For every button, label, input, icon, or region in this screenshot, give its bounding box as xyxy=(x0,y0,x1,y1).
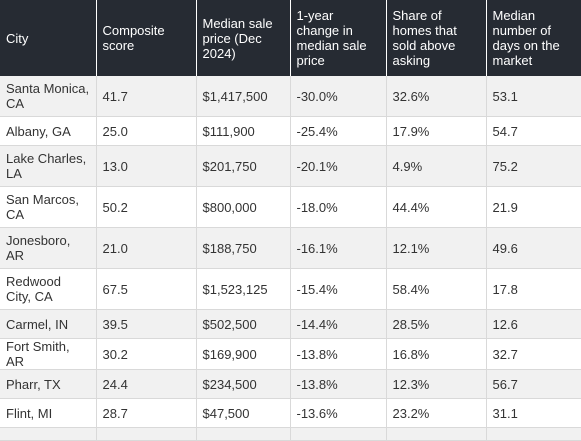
cell-composite-score: 21.0 xyxy=(96,227,197,269)
cell-above-asking: 4.9% xyxy=(386,145,487,187)
cell-median-sale-price: $234,500 xyxy=(196,369,291,399)
cell-median-sale-price: $800,000 xyxy=(196,186,291,228)
cell-city: Pharr, TX xyxy=(0,369,97,399)
cell-above-asking: 32.6% xyxy=(386,76,487,117)
cell-price-change: -13.8% xyxy=(290,338,387,370)
cell-median-sale-price: $188,750 xyxy=(196,227,291,269)
cell-city: Redwood City, CA xyxy=(0,268,97,310)
table-row: Lake Charles, LA 13.0 $201,750 -20.1% 4.… xyxy=(0,145,581,187)
cell-composite-score: 67.5 xyxy=(96,268,197,310)
cell-above-asking: 12.3% xyxy=(386,369,487,399)
table-row-partial xyxy=(0,427,581,441)
cell-days-on-market: 17.8 xyxy=(486,268,581,310)
table-row: Pharr, TX 24.4 $234,500 -13.8% 12.3% 56.… xyxy=(0,369,581,399)
cell-empty xyxy=(196,427,291,441)
cell-days-on-market: 53.1 xyxy=(486,76,581,117)
cell-above-asking: 28.5% xyxy=(386,309,487,339)
cell-days-on-market: 32.7 xyxy=(486,338,581,370)
cell-empty xyxy=(0,427,97,441)
cell-days-on-market: 49.6 xyxy=(486,227,581,269)
cell-empty xyxy=(290,427,387,441)
cell-median-sale-price: $47,500 xyxy=(196,398,291,428)
column-header-above-asking: Share of homes that sold above asking xyxy=(386,0,487,76)
cell-composite-score: 41.7 xyxy=(96,76,197,117)
table-row: Jonesboro, AR 21.0 $188,750 -16.1% 12.1%… xyxy=(0,227,581,269)
cell-days-on-market: 75.2 xyxy=(486,145,581,187)
cell-city: Lake Charles, LA xyxy=(0,145,97,187)
cell-days-on-market: 56.7 xyxy=(486,369,581,399)
cell-above-asking: 44.4% xyxy=(386,186,487,228)
cell-median-sale-price: $1,417,500 xyxy=(196,76,291,117)
cell-median-sale-price: $1,523,125 xyxy=(196,268,291,310)
table-row: Redwood City, CA 67.5 $1,523,125 -15.4% … xyxy=(0,268,581,310)
cell-city: Flint, MI xyxy=(0,398,97,428)
cell-price-change: -30.0% xyxy=(290,76,387,117)
table-row: Flint, MI 28.7 $47,500 -13.6% 23.2% 31.1 xyxy=(0,398,581,428)
table-row: Albany, GA 25.0 $111,900 -25.4% 17.9% 54… xyxy=(0,116,581,146)
cell-days-on-market: 31.1 xyxy=(486,398,581,428)
cell-composite-score: 28.7 xyxy=(96,398,197,428)
cell-price-change: -14.4% xyxy=(290,309,387,339)
cell-median-sale-price: $201,750 xyxy=(196,145,291,187)
cell-composite-score: 24.4 xyxy=(96,369,197,399)
column-header-city: City xyxy=(0,0,97,76)
cell-price-change: -25.4% xyxy=(290,116,387,146)
cell-composite-score: 25.0 xyxy=(96,116,197,146)
cell-city: Carmel, IN xyxy=(0,309,97,339)
cell-median-sale-price: $111,900 xyxy=(196,116,291,146)
cell-composite-score: 30.2 xyxy=(96,338,197,370)
cell-empty xyxy=(386,427,487,441)
cell-composite-score: 39.5 xyxy=(96,309,197,339)
table-header: City Composite score Median sale price (… xyxy=(0,0,581,76)
cell-city: Fort Smith, AR xyxy=(0,338,97,370)
cell-above-asking: 16.8% xyxy=(386,338,487,370)
cell-price-change: -15.4% xyxy=(290,268,387,310)
cell-price-change: -13.8% xyxy=(290,369,387,399)
cell-empty xyxy=(96,427,197,441)
column-header-composite-score: Composite score xyxy=(96,0,197,76)
cell-above-asking: 12.1% xyxy=(386,227,487,269)
table-row: Santa Monica, CA 41.7 $1,417,500 -30.0% … xyxy=(0,76,581,117)
cell-price-change: -13.6% xyxy=(290,398,387,428)
table-row: San Marcos, CA 50.2 $800,000 -18.0% 44.4… xyxy=(0,186,581,228)
cell-price-change: -20.1% xyxy=(290,145,387,187)
cell-composite-score: 13.0 xyxy=(96,145,197,187)
table-row: Fort Smith, AR 30.2 $169,900 -13.8% 16.8… xyxy=(0,338,581,370)
cell-above-asking: 23.2% xyxy=(386,398,487,428)
cell-price-change: -18.0% xyxy=(290,186,387,228)
cell-days-on-market: 21.9 xyxy=(486,186,581,228)
cell-days-on-market: 54.7 xyxy=(486,116,581,146)
cell-price-change: -16.1% xyxy=(290,227,387,269)
cell-empty xyxy=(486,427,581,441)
cell-composite-score: 50.2 xyxy=(96,186,197,228)
table-row: Carmel, IN 39.5 $502,500 -14.4% 28.5% 12… xyxy=(0,309,581,339)
cell-city: Santa Monica, CA xyxy=(0,76,97,117)
cell-median-sale-price: $169,900 xyxy=(196,338,291,370)
column-header-median-sale-price: Median sale price (Dec 2024) xyxy=(196,0,291,76)
column-header-days-on-market: Median number of days on the market xyxy=(486,0,581,76)
cell-city: San Marcos, CA xyxy=(0,186,97,228)
column-header-price-change: 1-year change in median sale price xyxy=(290,0,387,76)
cell-city: Jonesboro, AR xyxy=(0,227,97,269)
cell-above-asking: 17.9% xyxy=(386,116,487,146)
cell-city: Albany, GA xyxy=(0,116,97,146)
table-body: Santa Monica, CA 41.7 $1,417,500 -30.0% … xyxy=(0,76,581,441)
cell-above-asking: 58.4% xyxy=(386,268,487,310)
header-row: City Composite score Median sale price (… xyxy=(0,0,581,76)
cell-days-on-market: 12.6 xyxy=(486,309,581,339)
cell-median-sale-price: $502,500 xyxy=(196,309,291,339)
